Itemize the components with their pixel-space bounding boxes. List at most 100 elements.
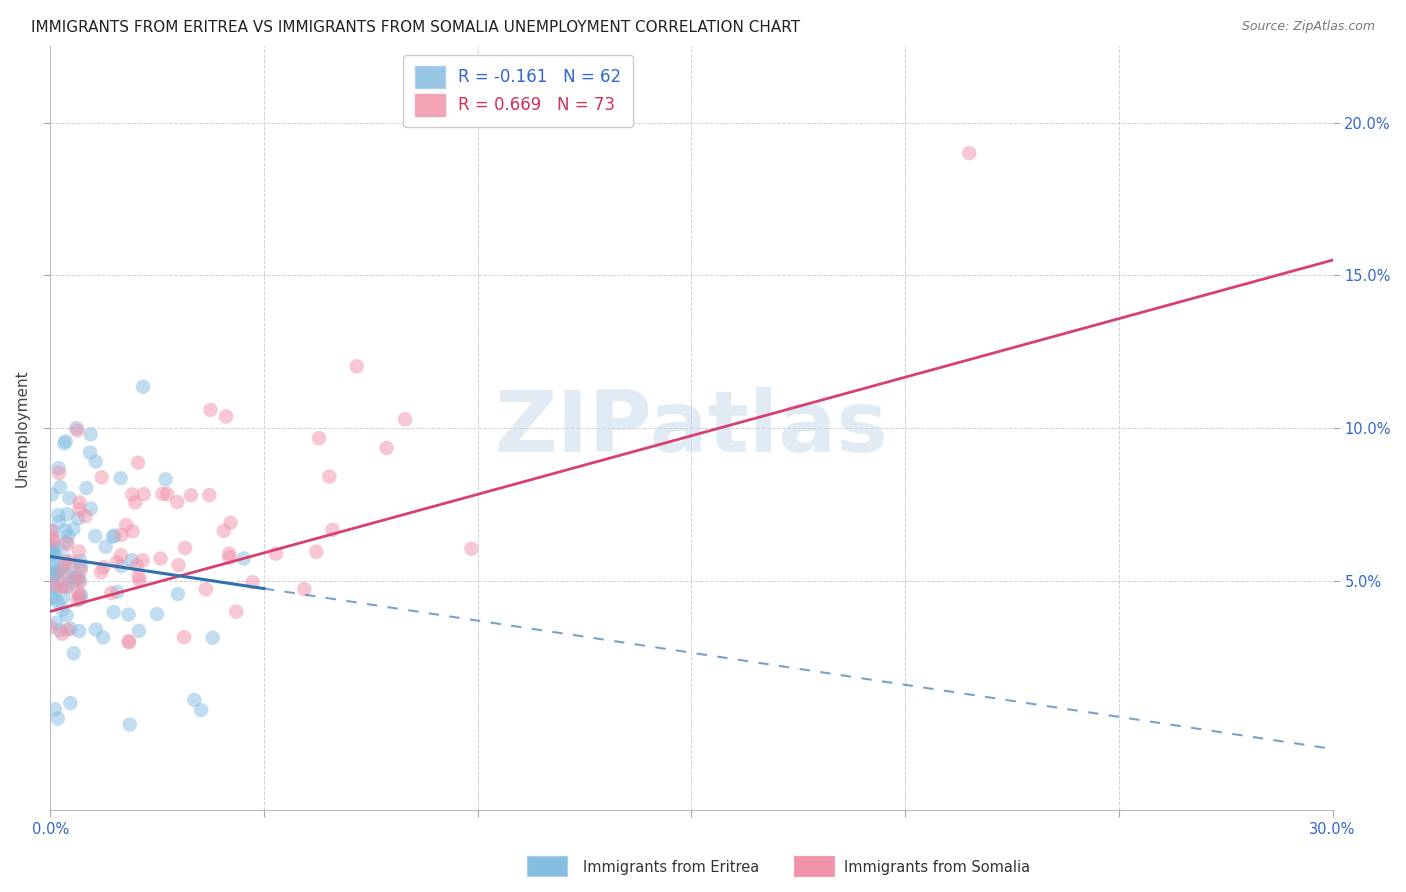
Y-axis label: Unemployment: Unemployment [15, 369, 30, 487]
Point [101, 530, 124, 544]
Point [41, 531, 63, 545]
Point [41, 543, 63, 558]
Point [460, 541, 482, 556]
Point [48, 466, 70, 480]
Point [264, 547, 287, 561]
Point [149, 551, 172, 566]
Point [48, 461, 70, 475]
Point [44, 591, 66, 605]
Point [90, 566, 112, 580]
Point [90, 470, 112, 484]
Point [66, 585, 89, 599]
Point [132, 380, 155, 394]
Point [67, 624, 90, 638]
Point [69, 495, 91, 509]
Point [183, 693, 205, 707]
Point [219, 516, 242, 530]
Point [65, 421, 87, 435]
Point [39, 591, 62, 605]
Point [167, 587, 190, 601]
Point [67, 589, 90, 603]
Point [56, 537, 79, 551]
Point [128, 573, 150, 587]
Point [292, 582, 315, 596]
Point [63, 571, 86, 585]
Point [44, 702, 66, 716]
Point [44, 533, 66, 548]
Point [48, 624, 70, 638]
Point [215, 409, 238, 424]
Point [69, 563, 91, 577]
Text: Immigrants from Somalia: Immigrants from Somalia [844, 860, 1029, 874]
Point [305, 544, 328, 558]
Point [56, 529, 79, 543]
Point [80, 501, 103, 516]
Point [44, 569, 66, 583]
Point [125, 558, 148, 573]
Point [56, 623, 79, 637]
Point [110, 549, 132, 563]
Point [67, 544, 90, 558]
Point [93, 560, 115, 574]
Point [198, 488, 221, 502]
Point [79, 427, 101, 442]
Point [84, 529, 107, 543]
Point [242, 575, 264, 590]
Point [218, 550, 240, 565]
Point [146, 607, 169, 622]
Point [67, 573, 90, 587]
Point [121, 553, 143, 567]
Point [194, 582, 217, 597]
Point [308, 431, 330, 445]
Point [62, 646, 84, 660]
Point [49, 480, 72, 494]
Point [45, 615, 67, 630]
Point [128, 569, 150, 583]
Point [44, 580, 66, 594]
Point [121, 487, 143, 501]
Point [41, 524, 63, 539]
Point [100, 586, 122, 600]
Point [56, 568, 79, 582]
Point [190, 703, 212, 717]
Point [63, 572, 86, 586]
Point [212, 524, 235, 538]
Point [117, 634, 139, 648]
Point [166, 495, 188, 509]
Point [94, 540, 117, 554]
Point [69, 575, 91, 590]
Point [225, 605, 247, 619]
Point [394, 412, 416, 426]
Point [66, 424, 89, 438]
Point [174, 541, 197, 555]
Point [232, 551, 254, 566]
Point [55, 434, 77, 449]
Point [39, 524, 62, 538]
Point [42, 568, 65, 582]
Point [58, 491, 80, 505]
Point [201, 631, 224, 645]
Point [52, 590, 75, 604]
Legend: R = -0.161   N = 62, R = 0.669   N = 73: R = -0.161 N = 62, R = 0.669 N = 73 [404, 54, 633, 128]
Point [67, 511, 90, 525]
Point [51, 579, 73, 593]
Point [118, 635, 141, 649]
Point [53, 436, 76, 450]
Point [103, 528, 125, 542]
Point [103, 605, 125, 619]
Point [46, 508, 69, 522]
Point [59, 622, 82, 636]
Text: ZIPatlas: ZIPatlas [495, 386, 889, 469]
Point [67, 571, 90, 585]
Point [91, 631, 114, 645]
Point [41, 487, 63, 501]
Point [39, 620, 62, 634]
Point [318, 469, 340, 483]
Point [105, 584, 128, 599]
Point [55, 608, 77, 623]
Point [42, 548, 65, 562]
Point [66, 593, 89, 607]
Point [55, 535, 77, 549]
Point [121, 524, 143, 539]
Point [62, 560, 84, 574]
